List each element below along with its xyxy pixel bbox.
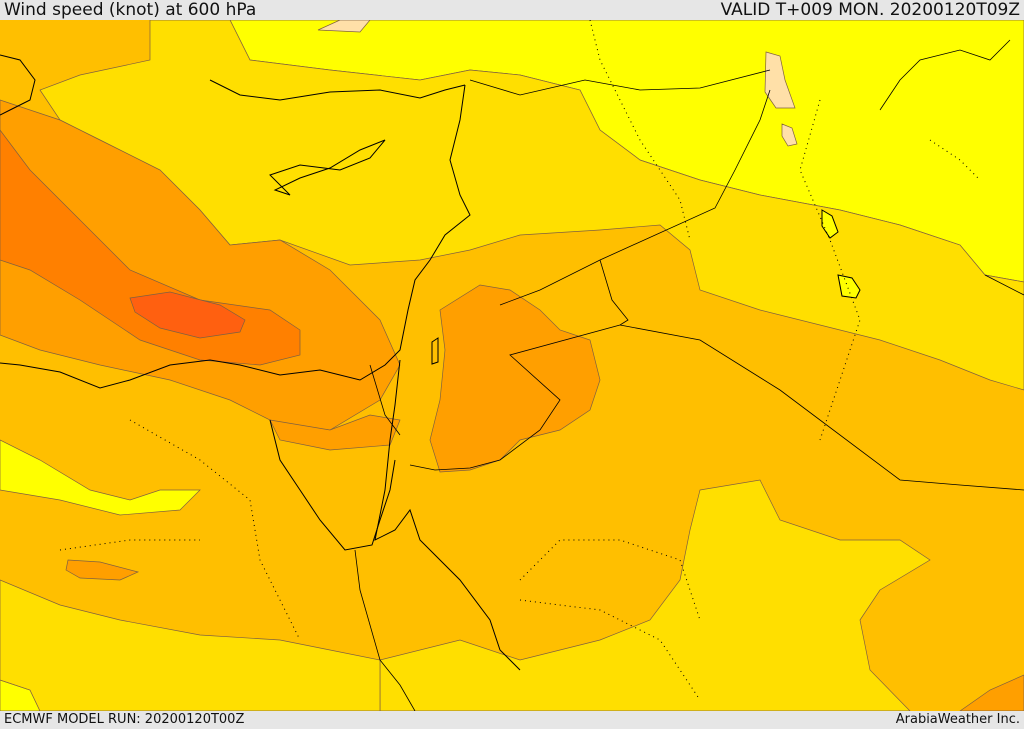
band-high-libya [65,559,140,581]
band-calm-iraq [764,51,796,109]
band-calm-iraq2 [781,123,798,147]
footer-bar: ECMWF MODEL RUN: 20200120T00Z ArabiaWeat… [0,711,1024,729]
band-max-core [129,291,246,339]
band-higher-west [0,129,301,366]
band-high-se-corner [959,674,1024,711]
header-bar: Wind speed (knot) at 600 hPa VALID T+009… [0,0,1024,20]
admin-lines [59,20,981,701]
band-lowest-sw [0,439,201,516]
borders [354,39,1024,711]
map-title: Wind speed (knot) at 600 hPa [4,0,257,20]
band-high-jordan [429,284,601,473]
wind-speed-map [0,20,1024,711]
dead-sea [431,337,439,365]
band-low-sw [0,579,381,711]
lake-razaza [837,274,861,299]
caspian-like-lake [821,209,839,239]
band-calm-n [317,20,371,33]
valid-time: VALID T+009 MON. 20200120T09Z [720,0,1020,20]
band-low-se [379,479,931,711]
model-run: ECMWF MODEL RUN: 20200120T00Z [4,712,245,727]
band-high-sinai [269,414,401,451]
credit: ArabiaWeather Inc. [895,712,1020,727]
